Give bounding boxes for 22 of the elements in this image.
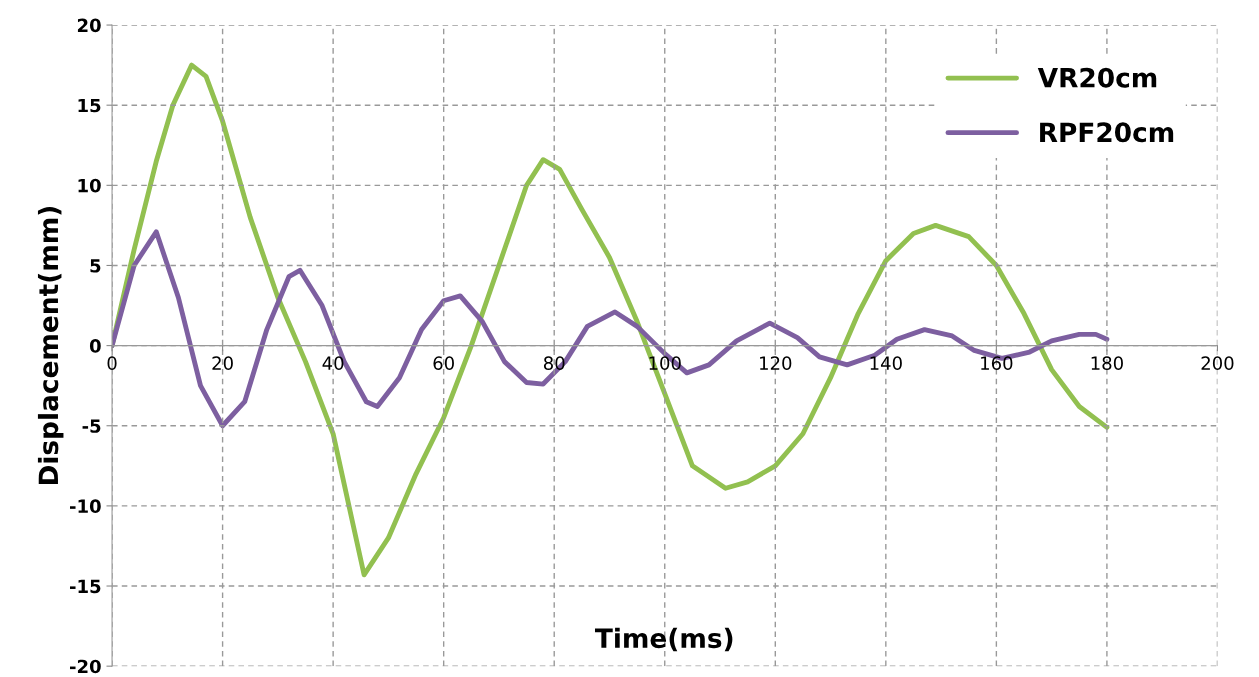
legend-label: RPF20cm <box>1040 122 1174 143</box>
y-tick-label: -15 <box>69 579 101 594</box>
y-tick-label: -10 <box>69 499 101 513</box>
x-tick-label: 140 <box>870 356 902 370</box>
y-tick-label: -5 <box>82 419 101 433</box>
x-tick-label: 160 <box>981 356 1013 370</box>
x-tick-label: 200 <box>1201 356 1234 370</box>
y-tick-label: 0 <box>89 339 101 353</box>
y-tick-label: 20 <box>77 18 101 33</box>
x-tick-label: 20 <box>212 356 233 370</box>
y-tick-label: 5 <box>90 259 101 273</box>
y-axis-title: Displacement(mm) <box>37 206 64 485</box>
x-tick-label: 180 <box>1091 356 1123 370</box>
x-tick-label: 120 <box>760 356 792 370</box>
x-tick-label: 60 <box>433 356 454 370</box>
y-tick-label: 15 <box>78 98 101 113</box>
x-tick-label: 40 <box>322 356 344 370</box>
y-tick-label: 10 <box>78 178 101 193</box>
y-tick-label: -20 <box>69 659 101 674</box>
legend-label: VR20cm <box>1037 67 1157 88</box>
x-tick-label: 0 <box>107 356 117 370</box>
x-axis-title: Time(ms) <box>594 627 733 652</box>
